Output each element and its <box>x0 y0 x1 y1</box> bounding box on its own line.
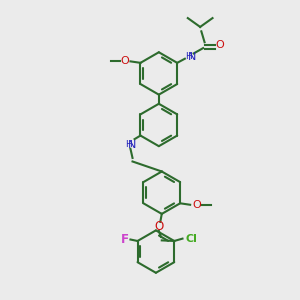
Text: O: O <box>154 220 164 233</box>
Text: H: H <box>185 52 192 61</box>
Text: F: F <box>121 233 129 246</box>
Text: N: N <box>128 140 136 150</box>
Text: O: O <box>192 200 201 210</box>
Text: O: O <box>215 40 224 50</box>
Text: N: N <box>188 52 196 62</box>
Text: O: O <box>120 56 129 66</box>
Text: Cl: Cl <box>185 234 197 244</box>
Text: H: H <box>125 140 131 149</box>
